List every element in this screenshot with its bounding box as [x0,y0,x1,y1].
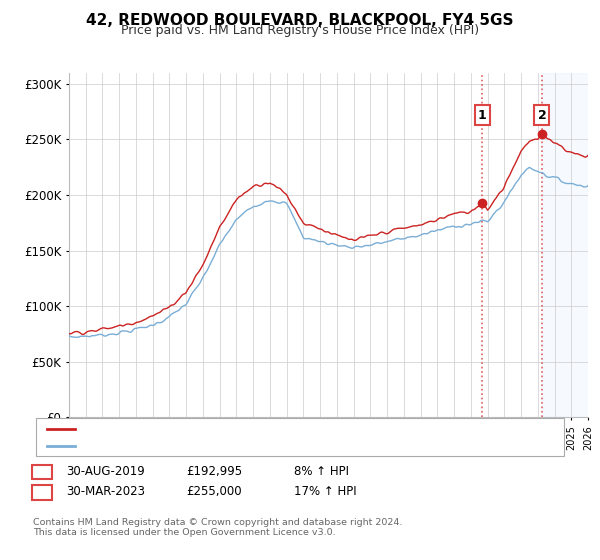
Text: Contains HM Land Registry data © Crown copyright and database right 2024.
This d: Contains HM Land Registry data © Crown c… [33,518,403,538]
Text: 17% ↑ HPI: 17% ↑ HPI [294,485,356,498]
Text: 30-MAR-2023: 30-MAR-2023 [66,485,145,498]
Text: 1: 1 [38,465,46,478]
Text: Price paid vs. HM Land Registry's House Price Index (HPI): Price paid vs. HM Land Registry's House … [121,24,479,37]
Text: HPI: Average price, detached house, Blackpool: HPI: Average price, detached house, Blac… [82,441,326,451]
Text: £255,000: £255,000 [186,485,242,498]
Text: 2: 2 [38,485,46,498]
Text: 42, REDWOOD BOULEVARD, BLACKPOOL, FY4 5GS (detached house): 42, REDWOOD BOULEVARD, BLACKPOOL, FY4 5G… [82,423,440,433]
Text: 8% ↑ HPI: 8% ↑ HPI [294,465,349,478]
Text: £192,995: £192,995 [186,465,242,478]
Text: 42, REDWOOD BOULEVARD, BLACKPOOL, FY4 5GS: 42, REDWOOD BOULEVARD, BLACKPOOL, FY4 5G… [86,13,514,28]
Text: 2: 2 [538,109,547,122]
Text: 30-AUG-2019: 30-AUG-2019 [66,465,145,478]
Bar [542,73,588,417]
Text: 1: 1 [478,109,487,122]
